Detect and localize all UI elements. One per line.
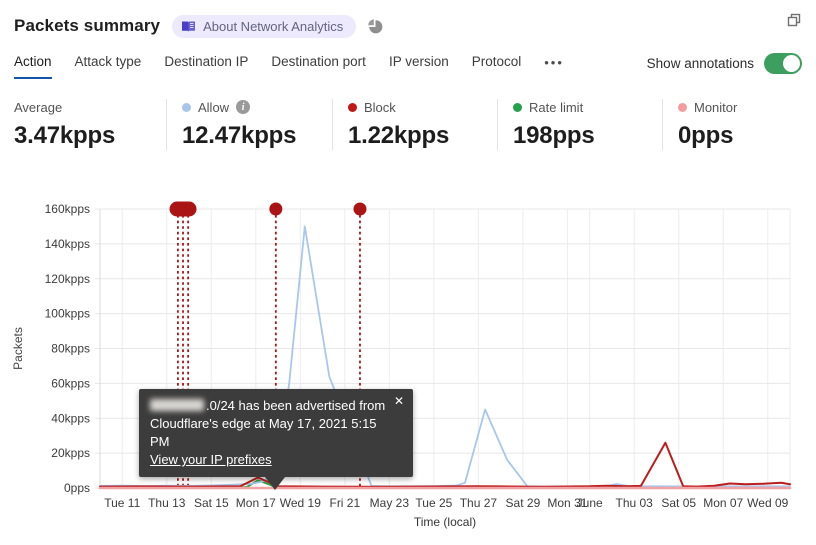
stat-value: 198pps xyxy=(513,122,595,149)
info-icon[interactable]: i xyxy=(236,100,251,114)
tab-action[interactable]: Action xyxy=(14,54,52,79)
x-tick-label: Fri 21 xyxy=(329,496,360,510)
tab-attack-type[interactable]: Attack type xyxy=(74,54,142,69)
x-tick-label: Sat 15 xyxy=(194,496,229,510)
x-tick-label: Mon 31 xyxy=(547,496,587,510)
y-tick-label: 80kpps xyxy=(51,342,90,356)
x-tick-label: Wed 09 xyxy=(747,496,788,510)
x-tick-label: Thu 13 xyxy=(148,496,186,510)
tab-destination-ip[interactable]: Destination IP xyxy=(164,54,249,69)
x-tick-label: May 23 xyxy=(370,496,410,510)
stat-value: 12.47kpps xyxy=(182,122,297,149)
tooltip-line2: Cloudflare's edge at May 17, 2021 5:15 P… xyxy=(150,416,377,449)
series-line-block xyxy=(99,441,791,488)
tab-destination-port[interactable]: Destination port xyxy=(271,54,366,69)
stat-label: Block xyxy=(364,99,396,115)
x-tick-label: Sat 05 xyxy=(661,496,696,510)
y-tick-label: 0pps xyxy=(64,481,90,495)
x-tick-label: Sat 29 xyxy=(506,496,541,510)
more-tabs-button[interactable]: ••• xyxy=(544,55,564,70)
stat-label: Average xyxy=(14,99,63,115)
stat-label: Monitor xyxy=(694,99,738,115)
show-annotations-toggle[interactable] xyxy=(764,53,802,74)
pie-chart-icon[interactable] xyxy=(366,18,383,35)
allow-series-dot xyxy=(182,102,191,112)
show-annotations-label: Show annotations xyxy=(646,56,754,71)
stat-allow: Allow i 12.47kpps xyxy=(166,99,332,150)
header: Packets summary About Network Analytics xyxy=(14,12,802,40)
stat-rate-limit: Rate limit 198pps xyxy=(497,99,662,150)
toggle-knob xyxy=(783,55,800,72)
open-in-window-icon[interactable] xyxy=(786,12,802,33)
y-tick-label: 100kpps xyxy=(45,307,90,321)
x-tick-label: June xyxy=(577,496,603,510)
stat-value: 3.47kpps xyxy=(14,122,116,149)
tooltip-line1: .0/24 has been advertised from xyxy=(150,397,387,415)
tab-ip-version[interactable]: IP version xyxy=(388,54,449,69)
annotation-tooltip: ✕ .0/24 has been advertised from Cloudfl… xyxy=(139,389,413,490)
book-icon xyxy=(182,21,196,31)
annotation-marker-dot[interactable] xyxy=(353,202,367,216)
stat-label: Allow xyxy=(198,99,230,115)
tab-bar: Action Attack type Destination IP Destin… xyxy=(14,53,802,80)
y-tick-label: 40kpps xyxy=(51,411,90,425)
y-tick-label: 60kpps xyxy=(51,376,90,390)
y-axis-title: Packets xyxy=(11,327,25,370)
view-ip-prefixes-link[interactable]: View your IP prefixes xyxy=(150,452,272,467)
x-tick-label: Thu 27 xyxy=(460,496,498,510)
x-tick-label: Mon 17 xyxy=(236,496,276,510)
y-tick-label: 120kpps xyxy=(45,272,90,286)
x-tick-label: Wed 19 xyxy=(280,496,321,510)
rate-limit-series-dot xyxy=(513,102,522,112)
page-title: Packets summary xyxy=(14,16,161,35)
monitor-series-dot xyxy=(678,102,687,112)
block-series-dot xyxy=(348,102,357,112)
x-axis-title: Time (local) xyxy=(414,515,476,529)
stats-row: Average 3.47kpps Allow i 12.47kpps Block… xyxy=(14,99,792,150)
y-tick-label: 140kpps xyxy=(45,237,90,251)
x-tick-label: Tue 25 xyxy=(415,496,452,510)
show-annotations-control: Show annotations xyxy=(647,53,802,80)
x-tick-label: Mon 07 xyxy=(703,496,743,510)
y-tick-label: 160kpps xyxy=(45,202,90,216)
tab-protocol[interactable]: Protocol xyxy=(471,54,522,69)
annotation-marker-dot[interactable] xyxy=(269,202,283,216)
badge-label: About Network Analytics xyxy=(203,18,344,34)
x-tick-label: Thu 03 xyxy=(616,496,654,510)
annotation-marker-pill[interactable] xyxy=(169,201,197,217)
tooltip-arrow xyxy=(265,477,285,490)
stat-block: Block 1.22kpps xyxy=(332,99,497,150)
stat-average: Average 3.47kpps xyxy=(14,99,166,150)
packets-time-series-chart[interactable]: 0pps 20kpps 40kpps 60kpps 80kpps 100kpps 120kp… xyxy=(8,193,808,541)
close-icon[interactable]: ✕ xyxy=(393,394,404,408)
stat-value: 1.22kpps xyxy=(348,122,450,149)
x-tick-label: Tue 11 xyxy=(104,496,140,510)
stat-monitor: Monitor 0pps xyxy=(662,99,792,150)
stat-label: Rate limit xyxy=(529,99,584,115)
about-network-analytics-badge[interactable]: About Network Analytics xyxy=(172,14,357,38)
redacted-ip-prefix xyxy=(150,399,204,411)
y-tick-label: 20kpps xyxy=(51,446,90,460)
stat-value: 0pps xyxy=(678,122,734,149)
